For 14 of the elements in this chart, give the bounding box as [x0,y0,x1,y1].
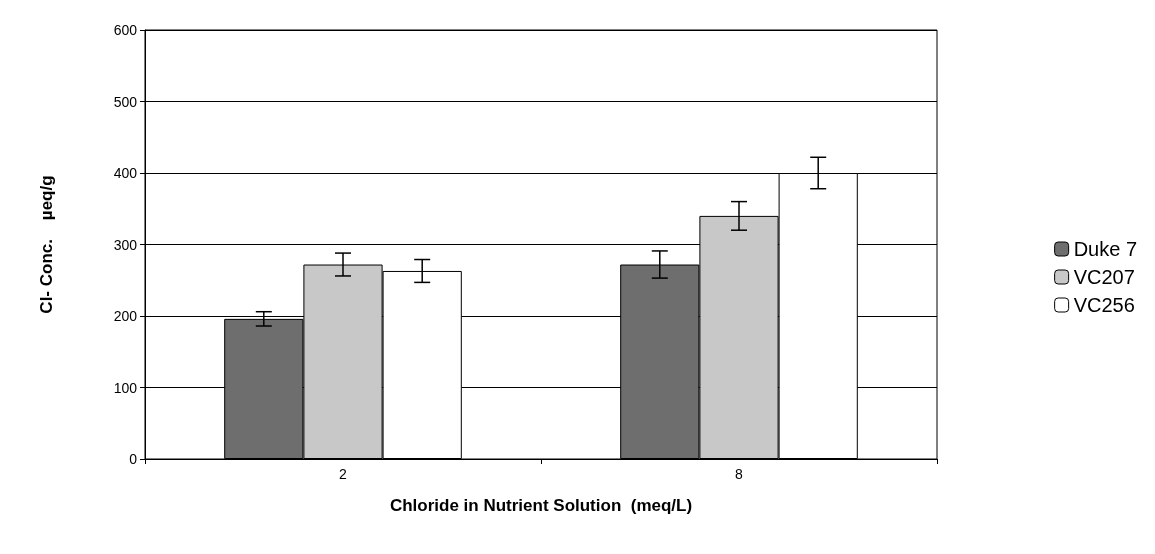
x-tick-label: 8 [735,466,744,482]
legend-label: VC207 [1073,266,1135,288]
y-tick-label: 200 [113,308,138,324]
legend-label: Duke 7 [1073,238,1138,260]
y-tick-label: 400 [113,165,138,181]
legend-label: VC256 [1073,294,1135,316]
y-tick-label: 300 [113,236,138,253]
y-tick-label: 500 [113,93,138,110]
y-tick-label: 0 [129,451,138,467]
x-axis-title: Chloride in Nutrient Solution (meq/L) [389,496,693,515]
y-axis-title: Cl- Conc. µeq/g [37,175,56,314]
x-tick-label: 2 [339,466,348,482]
y-tick-label: 600 [113,22,138,38]
y-tick-label: 100 [113,379,138,396]
